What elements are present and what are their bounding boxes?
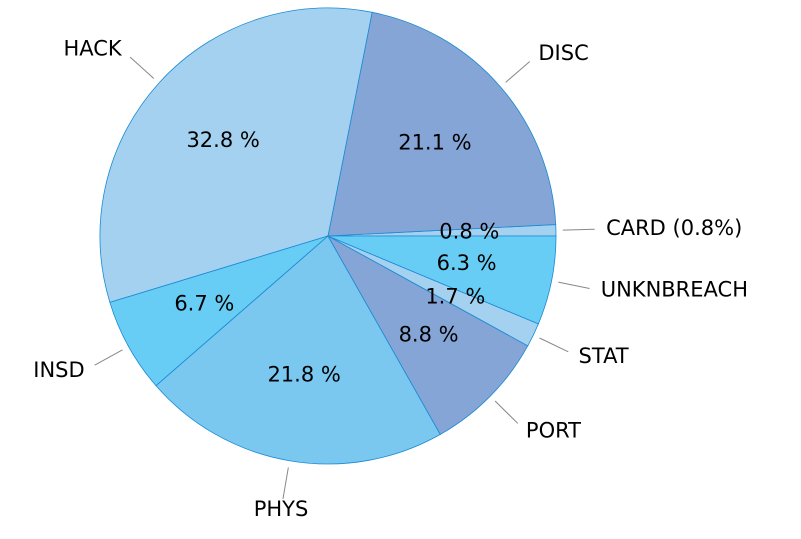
value-label: 0.8 % [439, 219, 499, 243]
value-label: 21.8 % [267, 362, 340, 386]
leader-line [94, 349, 123, 366]
leader-line [505, 61, 531, 83]
category-label: DISC [538, 41, 588, 65]
category-label: CARD (0.8%) [606, 216, 742, 240]
value-label: 21.1 % [398, 131, 471, 155]
category-label: HACK [63, 36, 122, 60]
pie-slice [327, 235, 557, 325]
category-label: INSD [33, 358, 84, 382]
leader-line [562, 228, 595, 231]
value-label: 32.8 % [186, 128, 259, 152]
category-label: UNKNBREACH [601, 278, 748, 302]
leader-line [558, 281, 590, 289]
category-label: PORT [526, 418, 581, 442]
pie-slice [327, 11, 557, 237]
leader-line [494, 400, 519, 424]
value-label: 6.7 % [174, 291, 234, 315]
leader-line [129, 56, 155, 79]
pie-slice [99, 7, 373, 303]
category-label: STAT [579, 344, 629, 368]
value-label: 1.7 % [425, 284, 485, 308]
leader-line [539, 337, 569, 353]
leader-line [282, 467, 289, 500]
value-label: 8.8 % [399, 322, 459, 346]
pie-slice [326, 234, 529, 435]
pie-slice [155, 235, 441, 465]
category-label: PHYS [254, 497, 309, 521]
value-label: 6.3 % [437, 251, 497, 275]
